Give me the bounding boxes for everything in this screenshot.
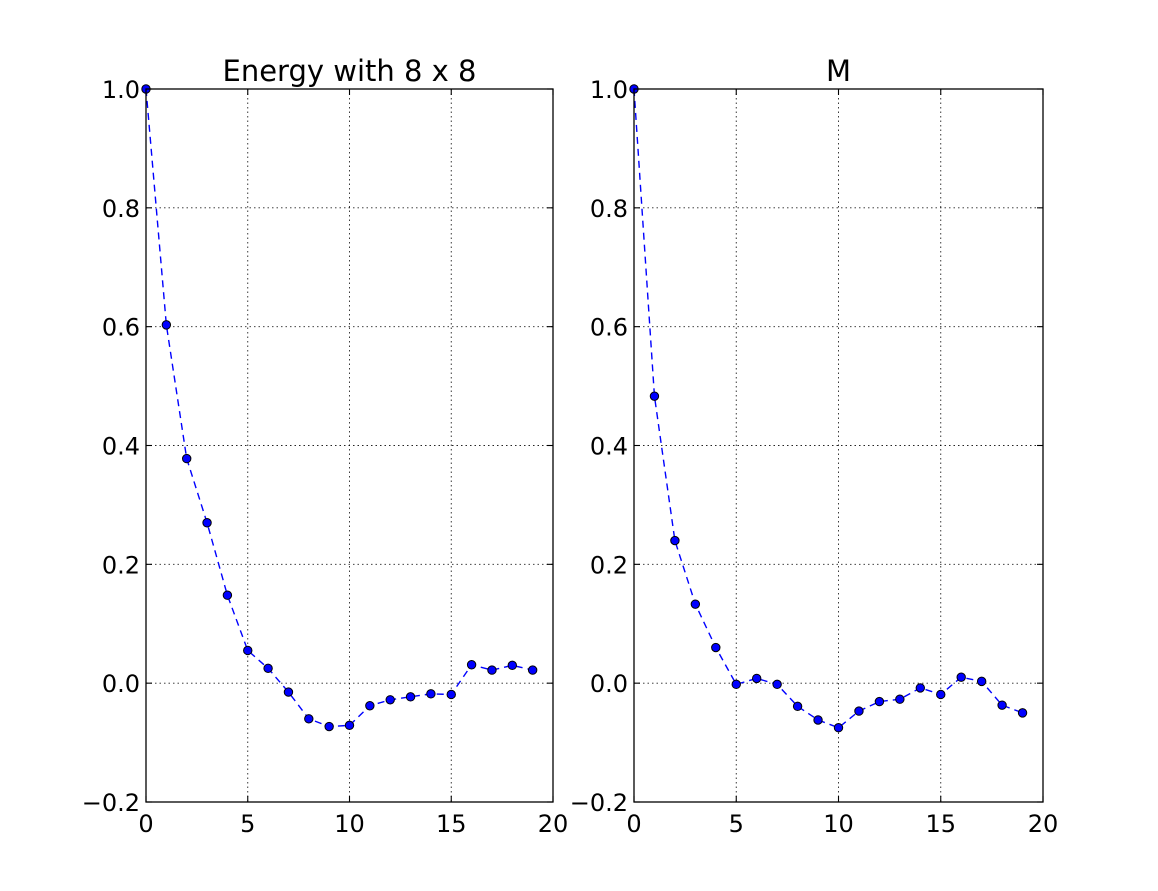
x-tick-label: 15 [925,810,956,838]
x-tick-label: 0 [626,810,641,838]
x-tick-label: 15 [436,810,467,838]
x-tick-label: 0 [138,810,153,838]
y-tick-label: 0.6 [102,314,140,342]
x-tick-label: 5 [240,810,255,838]
y-tick-label: 1.0 [102,76,140,104]
y-tick-label: 1.0 [590,76,628,104]
data-point [854,706,864,716]
x-tick-label: 10 [334,810,365,838]
data-point [385,695,395,705]
data-point [1017,708,1028,718]
plot-frame [633,88,1044,803]
data-point [956,672,966,682]
data-point [487,665,497,675]
data-point [222,590,233,600]
chart-title: M [826,54,851,88]
data-point [670,535,680,546]
data-point [426,689,436,699]
y-tick-label: 0.4 [102,433,140,461]
data-point [936,689,946,700]
data-point [874,696,885,707]
data-point [365,701,375,711]
data-point [976,676,987,687]
data-point [527,665,538,675]
plot-frame [145,88,554,803]
data-point [466,660,477,670]
data-point [304,714,314,724]
data-point [752,673,762,684]
data-point [507,660,517,671]
data-point [344,720,355,731]
data-point [915,683,925,693]
chart-title: Energy with 8 x 8 [223,54,477,88]
series-line [633,88,1023,729]
data-point [324,721,334,732]
data-point [202,518,212,528]
data-point [895,694,905,704]
series-line [145,88,533,728]
data-point [690,599,701,609]
y-tick-label: 0.0 [590,670,628,698]
data-point [283,687,294,697]
data-point [161,320,172,330]
data-point [813,715,823,725]
data-point [772,679,782,690]
y-tick-label: 0.0 [102,670,140,698]
y-tick-label: 0.4 [590,433,628,461]
data-point [711,642,721,653]
data-point [446,689,456,700]
data-point [731,679,741,690]
y-tick-label: 0.6 [590,314,628,342]
chart-panel-2: 0 5 10 15 20 −0.2 0.0 0.2 0.4 0.6 0.8 1.0 M [570,54,1059,838]
y-tick-label: −0.2 [570,789,628,817]
data-point [263,663,273,674]
data-point [405,692,416,702]
data-point [792,701,803,712]
x-tick-label: 20 [538,810,569,838]
y-tick-label: 0.2 [102,551,140,579]
data-point [997,700,1007,710]
x-tick-label: 20 [1028,810,1059,838]
data-point [243,645,253,656]
chart-panel-1: 0 5 10 15 20 −0.2 0.0 0.2 0.4 0.6 0.8 1.0 Energy wit… [82,54,569,838]
y-tick-label: 0.2 [590,551,628,579]
data-point [833,723,844,733]
data-point [182,453,192,464]
y-tick-label: −0.2 [82,789,140,817]
y-tick-label: 0.8 [102,195,140,223]
y-tick-label: 0.8 [590,195,628,223]
x-tick-label: 10 [823,810,854,838]
data-point [649,391,660,401]
x-tick-label: 5 [729,810,744,838]
